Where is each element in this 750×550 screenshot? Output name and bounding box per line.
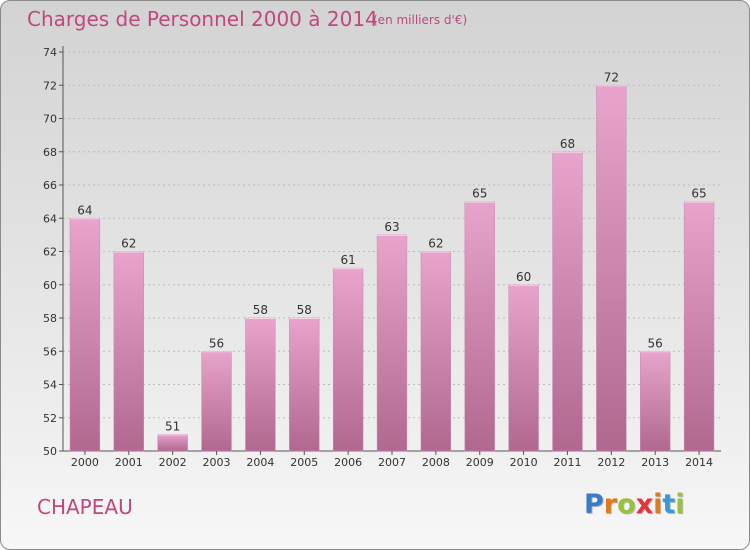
y-tick-label: 66 — [43, 179, 57, 192]
bar — [420, 251, 452, 452]
bar — [201, 351, 232, 452]
x-tick-label: 2007 — [378, 456, 406, 469]
chart-subtitle: (en milliers d'€) — [373, 13, 468, 27]
logo-letter: o — [617, 489, 636, 520]
x-tick-label: 2013 — [641, 456, 669, 469]
y-tick-label: 62 — [43, 246, 57, 259]
y-tick-label: 56 — [43, 345, 57, 358]
bar-value-label: 64 — [77, 203, 92, 217]
y-tick-label: 68 — [43, 146, 57, 159]
y-tick-label: 50 — [43, 445, 57, 458]
x-tick-label: 2008 — [422, 456, 450, 469]
proxiti-logo[interactable]: Proxiti — [584, 489, 685, 520]
y-tick-label: 72 — [43, 79, 57, 92]
y-tick-label: 74 — [43, 46, 57, 59]
logo-letter: r — [603, 489, 618, 520]
x-tick-label: 2011 — [553, 456, 581, 469]
bar-value-label: 58 — [297, 303, 312, 317]
bar — [289, 317, 320, 452]
bar — [683, 201, 715, 452]
bar — [596, 85, 627, 452]
x-tick-label: 2010 — [510, 456, 538, 469]
bar-value-label: 51 — [165, 419, 180, 433]
bar-value-label: 56 — [648, 336, 663, 350]
bar — [157, 434, 188, 452]
x-tick-label: 2001 — [115, 456, 143, 469]
bar-value-label: 63 — [384, 220, 399, 234]
commune-name: CHAPEAU — [37, 495, 133, 519]
logo-letter: x — [635, 489, 654, 520]
logo-letter: i — [675, 489, 685, 520]
y-tick-label: 54 — [43, 379, 57, 392]
logo-letter: P — [584, 489, 604, 520]
x-tick-label: 2003 — [203, 456, 231, 469]
bar-value-label: 56 — [209, 336, 224, 350]
y-tick-label: 64 — [43, 212, 57, 225]
bar-value-label: 62 — [428, 237, 443, 251]
bar — [69, 218, 101, 452]
x-tick-label: 2004 — [246, 456, 274, 469]
chart-title: Charges de Personnel 2000 à 2014 — [27, 7, 378, 31]
bar-value-label: 60 — [516, 270, 531, 284]
x-tick-label: 2009 — [466, 456, 494, 469]
bar-value-label: 61 — [340, 253, 355, 267]
bar — [376, 234, 408, 452]
bar-value-label: 65 — [691, 187, 706, 201]
y-tick-label: 58 — [43, 312, 57, 325]
bar — [552, 151, 583, 452]
x-tick-label: 2002 — [159, 456, 187, 469]
bar — [113, 251, 144, 452]
bar — [464, 201, 495, 452]
x-tick-label: 2012 — [597, 456, 625, 469]
bar — [332, 267, 364, 452]
bar-value-label: 68 — [560, 137, 575, 151]
logo-letter: t — [662, 489, 676, 520]
bar — [508, 284, 539, 452]
bar-value-label: 65 — [472, 187, 487, 201]
bar-value-label: 58 — [253, 303, 268, 317]
y-tick-label: 60 — [43, 279, 57, 292]
x-tick-label: 2005 — [290, 456, 318, 469]
bar — [640, 351, 671, 452]
x-tick-label: 2000 — [71, 456, 99, 469]
bar-value-label: 72 — [604, 70, 619, 84]
x-tick-label: 2014 — [685, 456, 713, 469]
x-tick-label: 2006 — [334, 456, 362, 469]
bar — [245, 317, 276, 452]
bar-value-label: 62 — [121, 237, 136, 251]
y-tick-label: 52 — [43, 412, 57, 425]
logo-letter: i — [653, 489, 663, 520]
y-tick-label: 70 — [43, 113, 57, 126]
